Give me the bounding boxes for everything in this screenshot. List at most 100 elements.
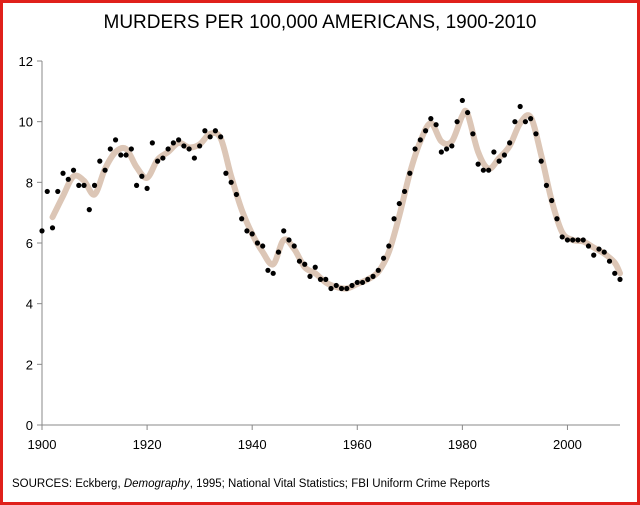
data-point: [507, 140, 513, 146]
data-point: [612, 270, 618, 276]
data-point: [391, 216, 397, 222]
data-point: [76, 182, 82, 188]
data-point: [465, 109, 471, 116]
data-point: [244, 228, 250, 234]
data-point: [444, 146, 450, 152]
data-point: [65, 176, 71, 182]
data-point: [591, 252, 597, 258]
data-point: [486, 167, 492, 173]
data-point: [302, 261, 308, 267]
data-point: [70, 167, 77, 173]
data-point: [191, 155, 197, 161]
x-tick-label: 1920: [133, 437, 162, 452]
data-point: [218, 134, 224, 140]
data-point: [86, 207, 92, 213]
data-point: [365, 276, 371, 282]
data-point: [286, 237, 292, 243]
data-point: [359, 279, 366, 286]
data-point: [338, 285, 345, 292]
data-point: [39, 228, 45, 234]
y-tick-label: 4: [26, 297, 33, 312]
x-tick-label: 1940: [238, 437, 267, 452]
data-point: [559, 234, 565, 240]
data-point: [549, 197, 555, 204]
data-point: [344, 285, 350, 292]
data-point: [454, 119, 460, 125]
data-point: [575, 237, 581, 243]
data-point: [317, 276, 324, 282]
data-point: [470, 131, 476, 137]
data-point: [228, 179, 234, 185]
data-point: [475, 161, 481, 167]
data-point: [349, 282, 355, 289]
data-point: [49, 225, 56, 231]
data-point: [570, 237, 576, 243]
data-point: [123, 152, 129, 158]
data-point: [412, 146, 418, 152]
data-point: [239, 216, 245, 222]
data-points-layer: [39, 97, 623, 292]
data-point: [55, 188, 61, 195]
x-tick-label: 2000: [553, 437, 582, 452]
data-point: [528, 116, 534, 122]
data-point: [60, 170, 66, 176]
data-point: [97, 158, 103, 164]
trend-line-layer: [49, 107, 623, 292]
data-point: [176, 137, 182, 143]
data-point: [181, 143, 187, 149]
data-point: [496, 158, 502, 164]
data-point: [585, 243, 592, 249]
data-point: [538, 158, 544, 164]
sources-suffix: , 1995; National Vital Statistics; FBI U…: [189, 478, 490, 490]
sources-journal: Demography: [123, 478, 190, 490]
data-point: [407, 170, 413, 176]
data-point: [370, 273, 376, 279]
data-point: [522, 119, 529, 125]
data-point: [617, 276, 623, 282]
data-point: [165, 146, 171, 152]
data-point: [107, 146, 113, 152]
data-point: [112, 137, 119, 143]
data-point: [139, 173, 145, 179]
data-point: [312, 264, 318, 270]
y-tick-label: 8: [26, 175, 33, 190]
data-point: [433, 122, 439, 128]
sources-prefix: SOURCES: Eckberg,: [12, 478, 124, 490]
data-point: [517, 103, 523, 110]
data-point: [328, 285, 334, 292]
y-tick-label: 10: [19, 115, 33, 130]
data-point: [144, 185, 150, 191]
y-tick-label: 0: [26, 418, 33, 433]
sources-note: SOURCES: Eckberg, Demography, 1995; Nati…: [12, 478, 632, 490]
data-point: [596, 246, 602, 252]
data-point: [102, 167, 108, 173]
data-point: [270, 270, 276, 276]
data-point: [422, 128, 429, 134]
data-point: [254, 240, 261, 246]
data-point: [202, 128, 208, 134]
data-point: [380, 255, 387, 261]
data-point: [323, 276, 329, 282]
data-point: [265, 267, 271, 273]
data-point: [459, 97, 465, 104]
data-point: [160, 155, 166, 161]
data-point: [149, 140, 155, 146]
chart-title: MURDERS PER 100,000 AMERICANS, 1900-2010: [103, 12, 537, 33]
data-point: [118, 152, 124, 158]
data-point: [606, 258, 613, 264]
data-point: [512, 119, 518, 125]
data-point: [480, 167, 486, 173]
y-tick-label: 12: [19, 54, 33, 69]
data-point: [212, 128, 218, 134]
data-point: [170, 140, 176, 146]
data-point: [281, 228, 287, 234]
data-point: [491, 149, 497, 155]
data-point: [275, 249, 282, 255]
data-point: [223, 170, 229, 176]
data-point: [386, 243, 392, 249]
data-point: [91, 182, 98, 188]
data-point: [81, 182, 87, 188]
data-point: [186, 146, 192, 152]
data-point: [44, 188, 50, 195]
